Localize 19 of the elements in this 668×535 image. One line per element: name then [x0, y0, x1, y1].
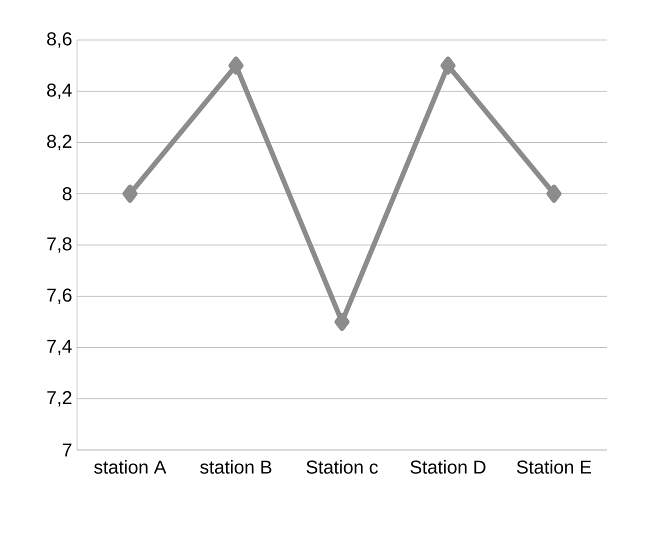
y-tick-label: 7,8 — [47, 237, 72, 253]
point — [334, 312, 350, 332]
point — [122, 184, 138, 203]
x-tick-label: station A — [94, 460, 166, 474]
point — [228, 56, 244, 75]
x-tick-label: station B — [200, 460, 272, 474]
y-tick-label: 7 — [62, 444, 72, 456]
y-tick-label: 7,4 — [47, 340, 72, 356]
x-tick-label: Station E — [516, 460, 592, 474]
y-tick-label: 7,2 — [47, 391, 72, 406]
y-tick-label: 7,6 — [47, 288, 72, 304]
y-tick-label: 8 — [62, 187, 72, 200]
point — [546, 184, 562, 203]
y-tick-label: 8,6 — [47, 32, 72, 48]
y-tick-label: 8,4 — [47, 84, 72, 99]
x-tick-label: Station c — [306, 460, 378, 474]
y-tick-label: 8,2 — [47, 134, 72, 150]
point — [440, 56, 456, 75]
x-tick-label: Station D — [410, 460, 486, 474]
